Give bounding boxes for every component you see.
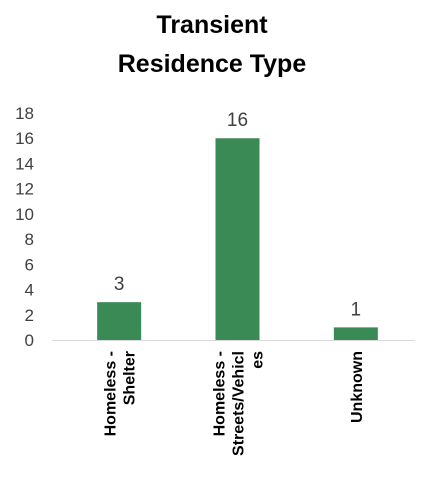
x-category-label-line: Homeless -: [103, 351, 120, 436]
y-tick-label: 2: [25, 306, 34, 325]
x-category-label: Homeless - Shelter: [103, 351, 139, 436]
y-tick-label: 8: [25, 230, 34, 249]
x-category-label-line: es: [250, 351, 267, 369]
data-label: 3: [114, 274, 125, 295]
x-category-label-line: Unknown: [349, 351, 366, 423]
x-category-label-line: Homeless -: [212, 351, 229, 436]
bar: [97, 302, 142, 340]
x-category-label-line: Streets/Vehicl: [231, 351, 248, 456]
data-label: 1: [351, 299, 362, 320]
y-tick-label: 14: [15, 154, 34, 173]
x-category-label-line: Shelter: [122, 351, 139, 405]
bar: [333, 327, 378, 340]
y-tick-label: 16: [15, 129, 34, 148]
y-tick-label: 12: [15, 180, 34, 199]
bars-group: [97, 138, 378, 340]
data-label: 16: [227, 110, 248, 131]
y-tick-label: 6: [25, 255, 34, 274]
chart-title-line-2: Residence Type: [118, 50, 307, 78]
y-tick-label: 0: [25, 331, 34, 350]
y-tick-label: 10: [15, 205, 34, 224]
y-axis-ticks: 0 2 4 6 8 10 12 14 16 18: [15, 104, 34, 350]
y-tick-label: 18: [15, 104, 34, 123]
bar: [215, 138, 260, 340]
y-tick-label: 4: [25, 281, 34, 300]
x-axis-labels: Homeless - Shelter Homeless - Streets/Vehic…: [103, 351, 366, 456]
chart-title-line-1: Transient: [156, 11, 268, 39]
x-category-label: Homeless - Streets/Vehicl es: [212, 351, 267, 456]
data-labels-group: 3 16 1: [114, 110, 361, 320]
x-category-label: Unknown: [349, 351, 366, 423]
